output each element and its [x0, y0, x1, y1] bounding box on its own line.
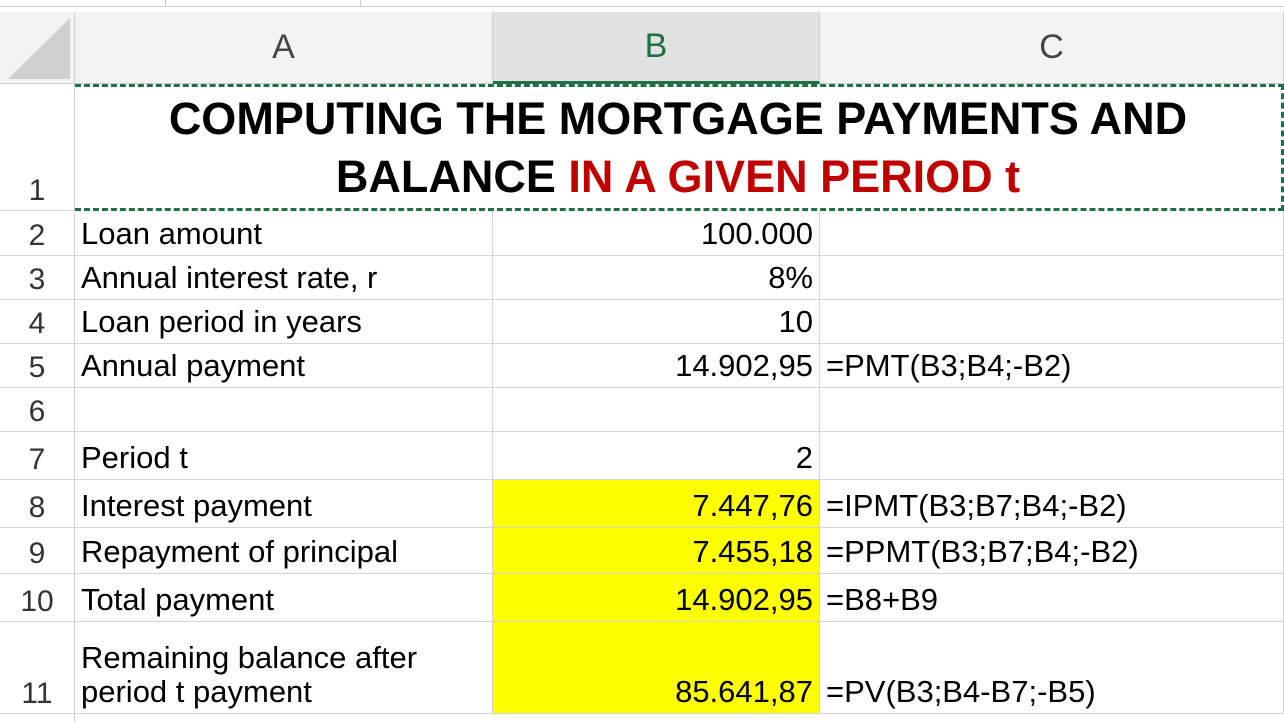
title-main: COMPUTING THE MORTGAGE PAYMENTS AND BALA…: [168, 92, 1188, 202]
row-header-4[interactable]: 4: [0, 300, 75, 344]
row-header-8[interactable]: 8: [0, 480, 75, 528]
cell-a2[interactable]: Loan amount: [75, 211, 493, 256]
cell-c10[interactable]: =B8+B9: [820, 574, 1284, 622]
row-header-7[interactable]: 7: [0, 432, 75, 480]
cell-b2[interactable]: 100.000: [493, 211, 820, 256]
page-title: COMPUTING THE MORTGAGE PAYMENTS AND BALA…: [115, 90, 1241, 206]
row-header-9[interactable]: 9: [0, 528, 75, 574]
row-header-2[interactable]: 2: [0, 211, 75, 256]
cell-b9[interactable]: 7.455,18: [493, 528, 820, 574]
select-all-corner[interactable]: [0, 12, 75, 84]
row-header-6[interactable]: 6: [0, 388, 75, 432]
cell-c3[interactable]: [820, 256, 1284, 300]
cell-c11[interactable]: =PV(B3;B4-B7;-B5): [820, 622, 1284, 714]
cell-b3[interactable]: 8%: [493, 256, 820, 300]
cell-a5[interactable]: Annual payment: [75, 344, 493, 388]
column-header-b[interactable]: B: [493, 12, 820, 84]
cell-a3[interactable]: Annual interest rate, r: [75, 256, 493, 300]
cell-b4[interactable]: 10: [493, 300, 820, 344]
row-header-5[interactable]: 5: [0, 344, 75, 388]
cell-a9[interactable]: Repayment of principal: [75, 528, 493, 574]
cell-b7[interactable]: 2: [493, 432, 820, 480]
title-highlight: IN A GIVEN PERIOD t: [568, 150, 1021, 202]
formula-bar-edge: [0, 0, 1284, 12]
cell-a4[interactable]: Loan period in years: [75, 300, 493, 344]
cell-a11[interactable]: Remaining balance after period t payment: [75, 622, 493, 714]
row-header-12[interactable]: [0, 714, 75, 722]
title-cell-a1[interactable]: COMPUTING THE MORTGAGE PAYMENTS AND BALA…: [75, 84, 1284, 211]
cell-c5[interactable]: =PMT(B3;B4;-B2): [820, 344, 1284, 388]
row-header-10[interactable]: 10: [0, 574, 75, 622]
row-header-1[interactable]: 1: [0, 84, 75, 211]
cell-a6[interactable]: [75, 388, 493, 432]
cell-a10[interactable]: Total payment: [75, 574, 493, 622]
top-tick: [360, 0, 361, 6]
row-header-11[interactable]: 11: [0, 622, 75, 714]
cell-c6[interactable]: [820, 388, 1284, 432]
cell-a8[interactable]: Interest payment: [75, 480, 493, 528]
cell-c4[interactable]: [820, 300, 1284, 344]
top-tick: [165, 0, 166, 6]
cell-b6[interactable]: [493, 388, 820, 432]
cell-c8[interactable]: =IPMT(B3;B7;B4;-B2): [820, 480, 1284, 528]
cell-b5[interactable]: 14.902,95: [493, 344, 820, 388]
cell-c9[interactable]: =PPMT(B3;B7;B4;-B2): [820, 528, 1284, 574]
select-all-triangle-icon: [8, 18, 70, 79]
cell-a7[interactable]: Period t: [75, 432, 493, 480]
cell-b8[interactable]: 7.447,76: [493, 480, 820, 528]
row-header-3[interactable]: 3: [0, 256, 75, 300]
top-divider: [0, 6, 1284, 7]
column-header-a[interactable]: A: [75, 12, 493, 84]
cell-b11[interactable]: 85.641,87: [493, 622, 820, 714]
cell-c2[interactable]: [820, 211, 1284, 256]
column-header-c[interactable]: C: [820, 12, 1284, 84]
cell-b10[interactable]: 14.902,95: [493, 574, 820, 622]
cell-c7[interactable]: [820, 432, 1284, 480]
